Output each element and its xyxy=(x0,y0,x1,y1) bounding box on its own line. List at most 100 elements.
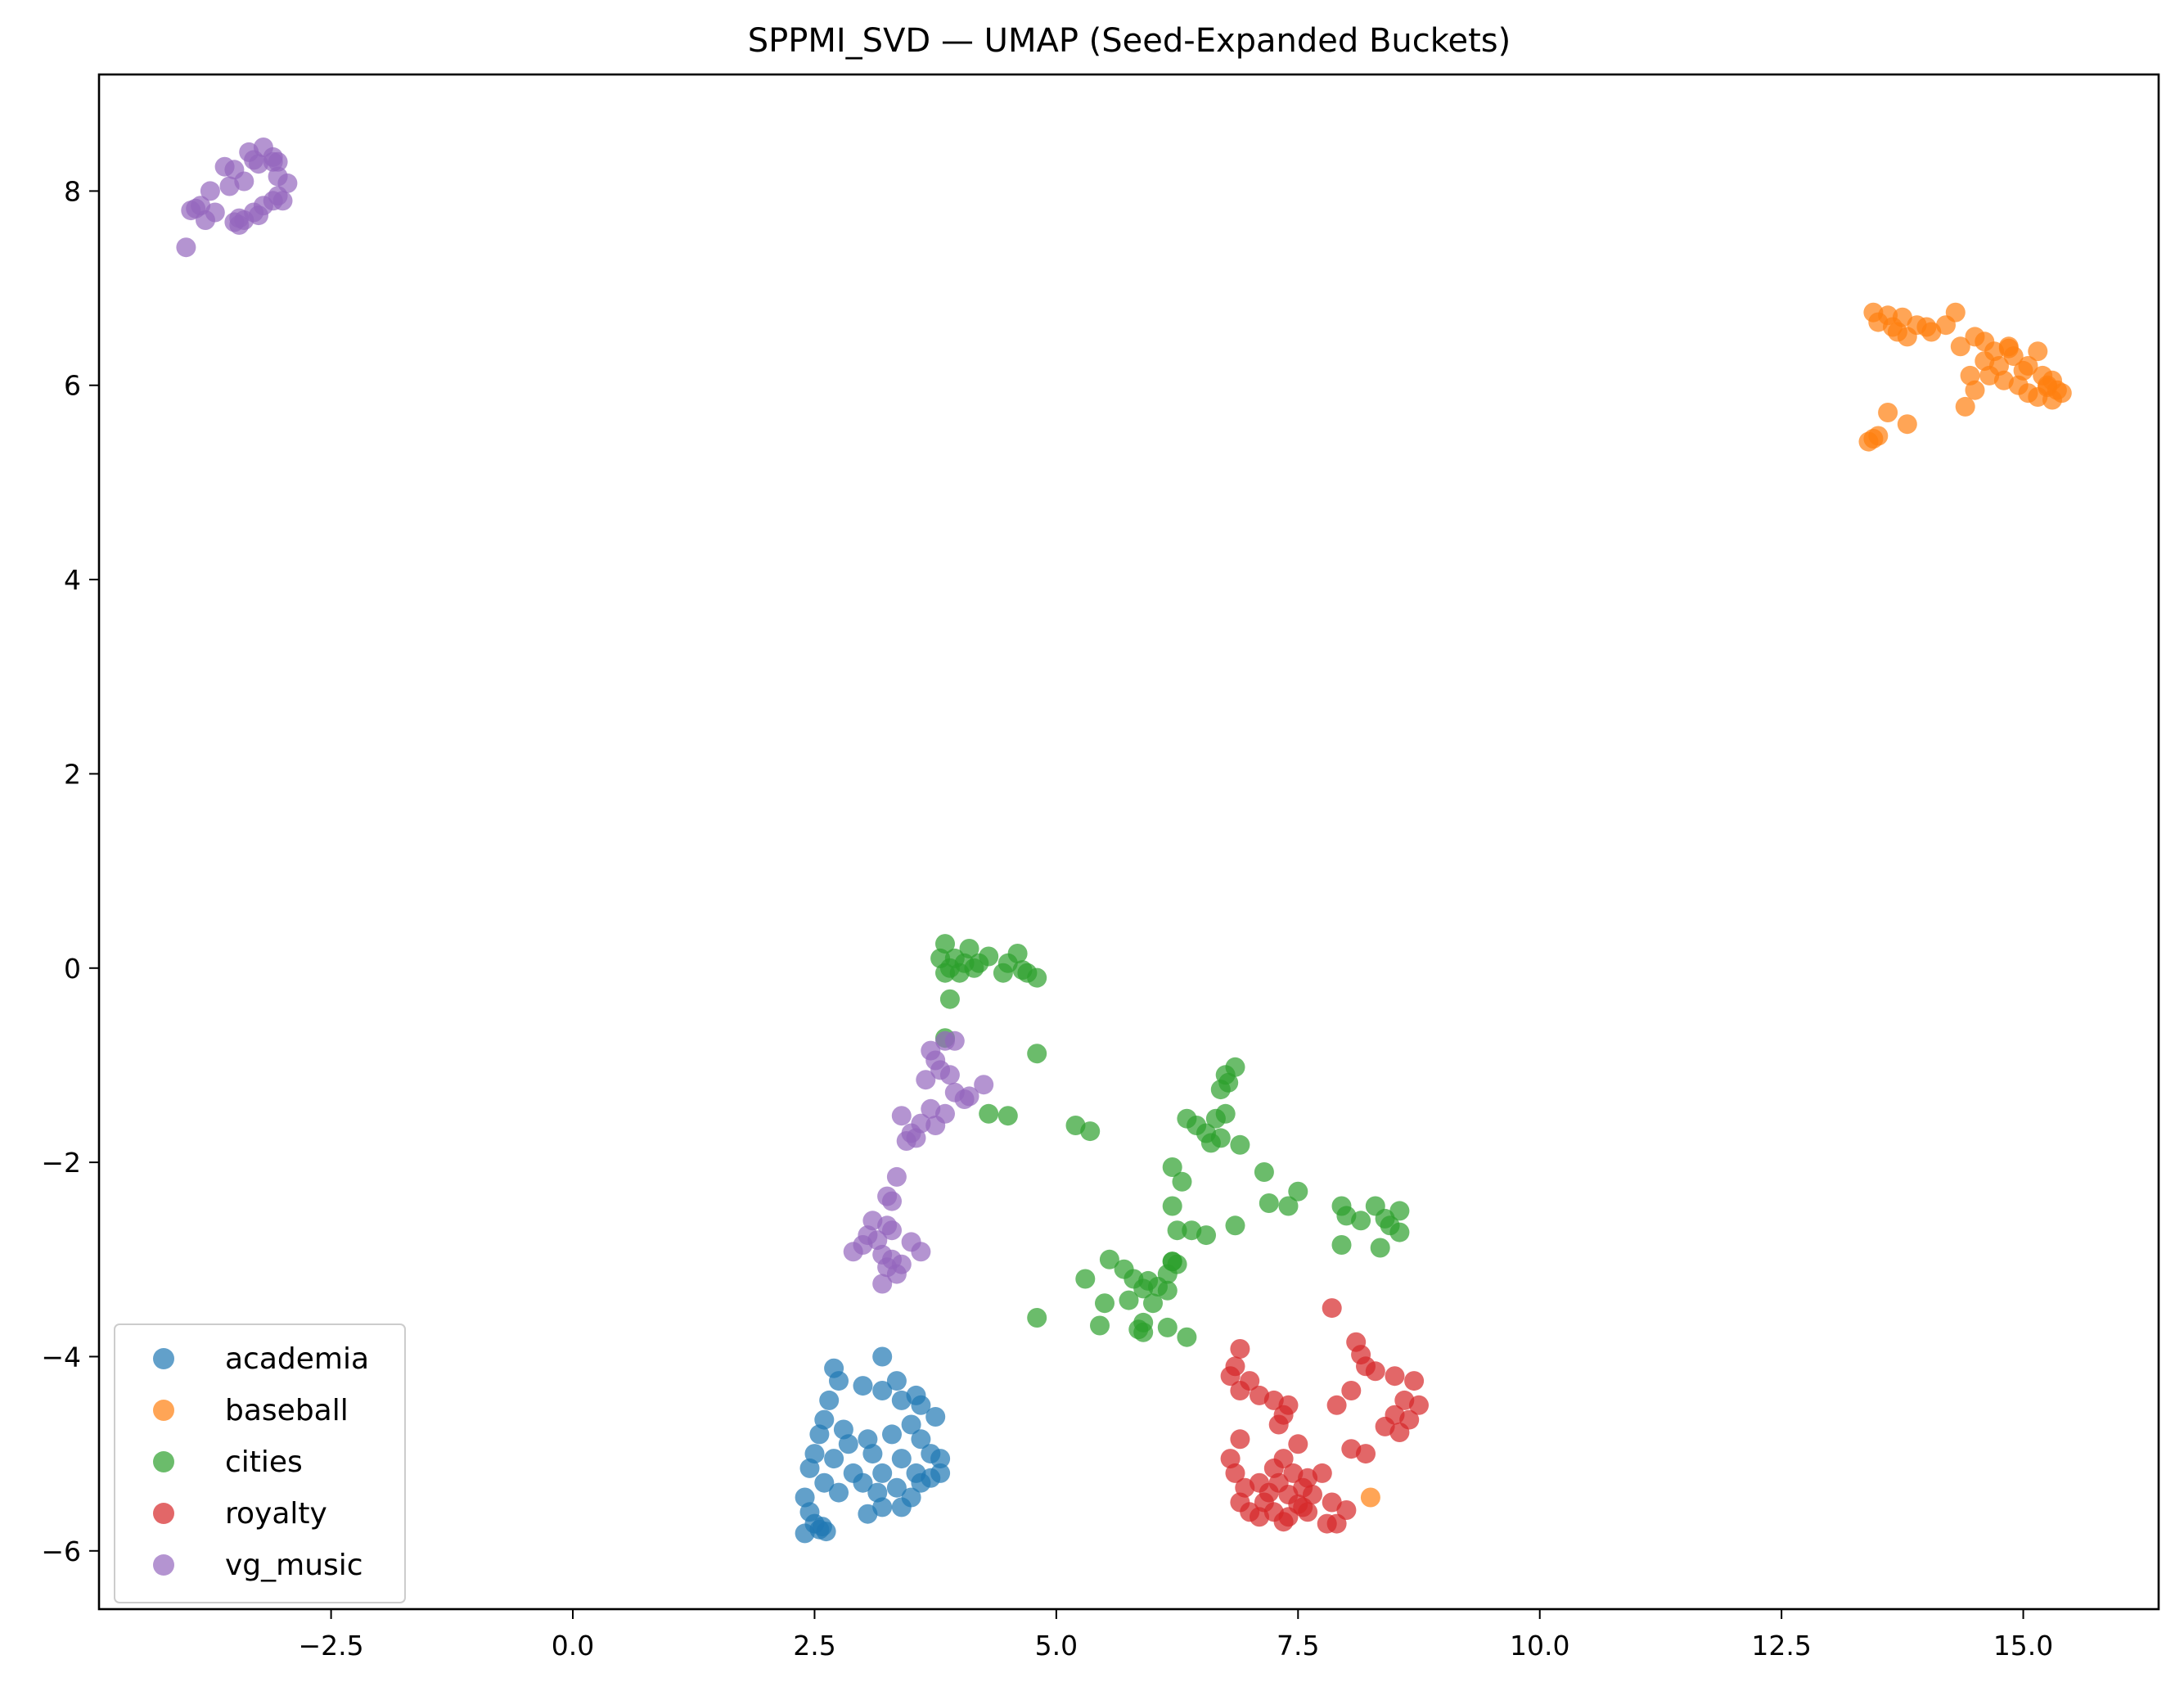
series-royalty xyxy=(1220,1298,1429,1534)
y-axis: −6 −4 −2 0 2 4 6 8 xyxy=(41,175,99,1567)
point-cities xyxy=(1210,1128,1231,1148)
legend-label-academia: academia xyxy=(225,1342,369,1376)
point-academia xyxy=(911,1395,931,1415)
point-vg_music xyxy=(911,1242,931,1262)
point-academia xyxy=(930,1463,951,1483)
point-cities xyxy=(1230,1134,1250,1155)
chart-title: SPPMI_SVD — UMAP (Seed-Expanded Buckets) xyxy=(748,22,1511,60)
point-cities xyxy=(1196,1225,1216,1246)
point-royalty xyxy=(1409,1395,1429,1415)
legend-label-baseball: baseball xyxy=(225,1394,349,1427)
point-academia xyxy=(812,1517,832,1537)
point-vg_music xyxy=(959,1086,979,1107)
point-cities xyxy=(1095,1293,1115,1314)
point-baseball xyxy=(1858,431,1879,452)
legend-marker-baseball xyxy=(153,1400,174,1421)
point-cities xyxy=(1133,1322,1154,1342)
point-baseball xyxy=(1360,1487,1380,1508)
point-baseball xyxy=(1950,336,1970,357)
point-baseball xyxy=(2028,341,2048,362)
point-royalty xyxy=(1230,1429,1250,1450)
x-tick-label: 12.5 xyxy=(1751,1630,1811,1662)
point-cities xyxy=(939,989,960,1009)
point-academia xyxy=(819,1390,840,1410)
legend: academia baseball cities royalty vg_music xyxy=(114,1323,406,1603)
point-academia xyxy=(824,1449,844,1469)
x-axis: −2.5 0.0 2.5 5.0 7.5 10.0 12.5 15.0 xyxy=(299,1609,2053,1662)
point-academia xyxy=(829,1371,849,1391)
point-baseball xyxy=(1965,380,1985,400)
point-royalty xyxy=(1225,1463,1245,1483)
point-cities xyxy=(997,1106,1018,1126)
point-cities xyxy=(993,963,1013,983)
point-vg_music xyxy=(176,237,196,258)
point-vg_music xyxy=(939,1065,960,1085)
point-baseball xyxy=(1878,403,1898,422)
point-cities xyxy=(1075,1269,1096,1289)
points-layer xyxy=(176,138,2072,1544)
point-vg_music xyxy=(244,150,264,170)
point-academia xyxy=(853,1472,873,1493)
point-cities xyxy=(1119,1290,1139,1310)
point-academia xyxy=(829,1482,849,1503)
point-cities xyxy=(1370,1238,1390,1258)
point-cities xyxy=(1351,1211,1371,1231)
x-tick-label: 15.0 xyxy=(1993,1630,2053,1662)
point-cities xyxy=(1162,1251,1182,1272)
point-cities xyxy=(1133,1278,1154,1299)
x-tick-label: 7.5 xyxy=(1277,1630,1319,1662)
point-royalty xyxy=(1220,1366,1241,1387)
point-cities xyxy=(964,958,984,978)
point-vg_music xyxy=(263,151,283,172)
point-vg_music xyxy=(200,181,220,201)
point-cities xyxy=(1389,1201,1410,1221)
point-academia xyxy=(925,1407,946,1427)
point-vg_music xyxy=(214,156,235,177)
point-academia xyxy=(872,1463,893,1483)
point-vg_music xyxy=(891,1254,912,1274)
point-baseball xyxy=(1921,322,1942,342)
point-royalty xyxy=(1288,1434,1308,1454)
series-vg_music xyxy=(176,138,994,1294)
point-academia xyxy=(886,1477,907,1498)
point-vg_music xyxy=(916,1070,936,1090)
point-vg_music xyxy=(272,191,293,211)
point-cities xyxy=(1027,967,1047,988)
point-cities xyxy=(1288,1181,1308,1202)
y-tick-label: −6 xyxy=(41,1535,81,1567)
point-academia xyxy=(853,1376,873,1396)
legend-marker-vg_music xyxy=(153,1554,174,1576)
point-cities xyxy=(1099,1249,1119,1269)
y-tick-label: 2 xyxy=(64,758,81,790)
legend-label-royalty: royalty xyxy=(225,1497,327,1531)
point-baseball xyxy=(1955,396,1975,417)
point-cities xyxy=(1172,1171,1192,1192)
point-cities xyxy=(1254,1162,1274,1182)
point-academia xyxy=(891,1497,912,1517)
point-academia xyxy=(886,1371,907,1391)
point-cities xyxy=(1027,1308,1047,1328)
point-vg_music xyxy=(974,1075,994,1095)
y-tick-label: −2 xyxy=(41,1147,81,1179)
point-cities xyxy=(935,963,955,983)
point-academia xyxy=(891,1390,912,1410)
point-royalty xyxy=(1404,1371,1425,1391)
point-baseball xyxy=(2038,375,2058,395)
point-royalty xyxy=(1336,1500,1357,1520)
point-cities xyxy=(1167,1220,1187,1241)
point-cities xyxy=(1162,1157,1182,1177)
series-baseball xyxy=(1360,302,2072,1508)
point-cities xyxy=(1090,1315,1110,1336)
point-academia xyxy=(882,1424,902,1445)
point-vg_music xyxy=(196,210,215,230)
point-cities xyxy=(1259,1193,1279,1213)
point-academia xyxy=(911,1429,931,1450)
point-royalty xyxy=(1250,1507,1269,1527)
legend-marker-royalty xyxy=(153,1503,174,1524)
point-academia xyxy=(795,1523,815,1544)
point-academia xyxy=(814,1472,835,1493)
point-royalty xyxy=(1326,1513,1347,1534)
y-tick-label: 0 xyxy=(64,953,81,985)
point-cities xyxy=(1225,1215,1245,1236)
